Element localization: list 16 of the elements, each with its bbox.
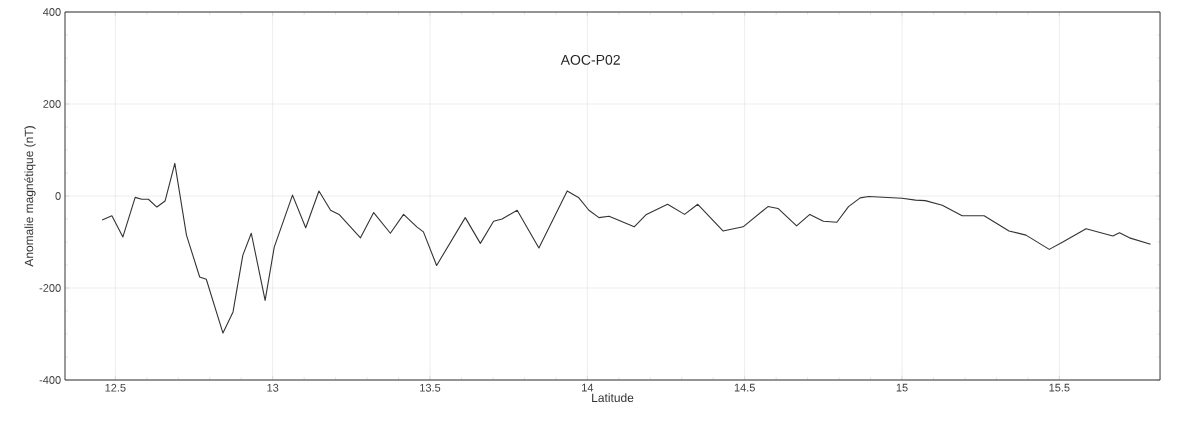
line-series <box>101 162 1152 334</box>
x-axis-title: Latitude <box>592 393 634 403</box>
y-tick-label: 0 <box>55 192 61 200</box>
x-tick-label: 15.5 <box>1049 383 1070 392</box>
x-tick-label: 13 <box>267 383 279 392</box>
x-tick-label: 14 <box>582 383 594 392</box>
text: AOC-P02 <box>560 54 620 65</box>
x-tick-label: 13.5 <box>420 383 441 392</box>
y-axis-title: Anomalie magnétique (nT) <box>24 126 36 267</box>
y-tick-label: 400 <box>43 8 61 16</box>
y-tick-label: -400 <box>39 376 61 384</box>
x-tick-label: 14.5 <box>734 383 755 392</box>
y-tick-label: 200 <box>43 100 61 108</box>
x-tick-label: 15 <box>896 383 908 392</box>
y-tick-label: -200 <box>39 284 61 292</box>
x-tick-label: 12.5 <box>105 383 126 392</box>
